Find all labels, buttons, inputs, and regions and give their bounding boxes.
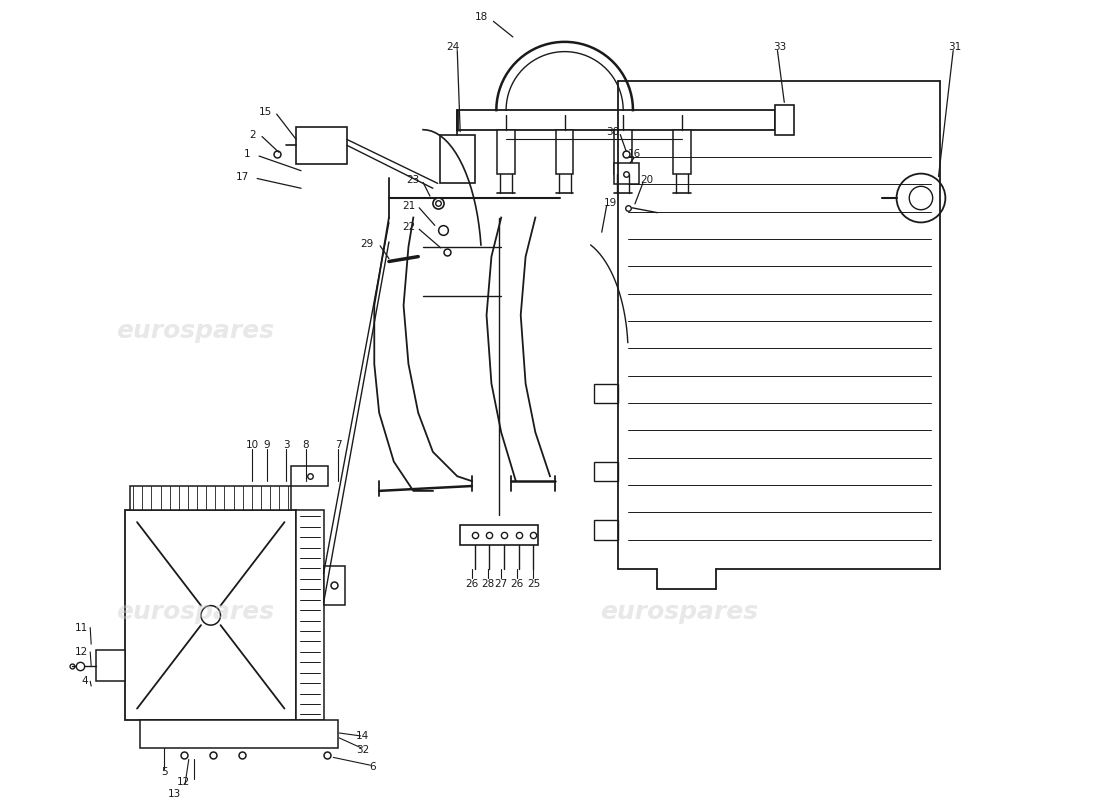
Text: 26: 26 bbox=[510, 578, 524, 589]
Text: eurospares: eurospares bbox=[600, 600, 758, 624]
Bar bbox=[774, 106, 794, 134]
Bar bbox=[458, 110, 774, 130]
Text: 7: 7 bbox=[334, 440, 341, 450]
Bar bbox=[440, 134, 475, 183]
Text: 11: 11 bbox=[75, 622, 88, 633]
Text: 25: 25 bbox=[527, 578, 540, 589]
Text: 12: 12 bbox=[177, 777, 190, 786]
Bar bbox=[125, 510, 296, 720]
Bar bbox=[296, 126, 346, 164]
Text: 5: 5 bbox=[161, 767, 167, 777]
Text: 23: 23 bbox=[407, 175, 420, 186]
Bar bbox=[460, 525, 538, 545]
Text: 14: 14 bbox=[356, 731, 370, 741]
Text: 9: 9 bbox=[264, 440, 271, 450]
Text: 12: 12 bbox=[75, 647, 88, 657]
Text: 18: 18 bbox=[475, 13, 488, 22]
Text: 16: 16 bbox=[627, 149, 640, 159]
Text: 28: 28 bbox=[481, 578, 494, 589]
Bar bbox=[130, 486, 292, 510]
Text: 26: 26 bbox=[465, 578, 478, 589]
Bar bbox=[594, 462, 618, 481]
Text: 21: 21 bbox=[402, 201, 415, 211]
Bar bbox=[615, 163, 639, 184]
Text: 29: 29 bbox=[360, 239, 373, 249]
Bar bbox=[323, 566, 345, 605]
Text: 17: 17 bbox=[235, 171, 249, 182]
Bar bbox=[594, 383, 618, 403]
Bar bbox=[556, 130, 573, 174]
Bar bbox=[615, 130, 632, 174]
Text: 33: 33 bbox=[773, 42, 786, 52]
Text: 30: 30 bbox=[606, 126, 619, 137]
Text: 31: 31 bbox=[948, 42, 961, 52]
Bar bbox=[594, 520, 618, 540]
Text: 2: 2 bbox=[249, 130, 255, 139]
Text: 27: 27 bbox=[495, 578, 508, 589]
Bar bbox=[296, 510, 323, 720]
Text: 19: 19 bbox=[604, 198, 617, 208]
Bar bbox=[497, 130, 515, 174]
Text: 22: 22 bbox=[402, 222, 415, 232]
Text: 32: 32 bbox=[356, 745, 370, 754]
Text: 8: 8 bbox=[302, 440, 309, 450]
Text: 13: 13 bbox=[167, 790, 180, 799]
Text: 3: 3 bbox=[283, 440, 289, 450]
Text: 10: 10 bbox=[245, 440, 258, 450]
Bar bbox=[96, 650, 125, 682]
Text: 20: 20 bbox=[640, 175, 653, 186]
Bar bbox=[673, 130, 691, 174]
Text: eurospares: eurospares bbox=[117, 600, 275, 624]
Bar bbox=[140, 720, 338, 748]
Text: 6: 6 bbox=[368, 762, 375, 772]
Text: 15: 15 bbox=[258, 107, 272, 117]
Text: 4: 4 bbox=[81, 676, 88, 686]
Text: eurospares: eurospares bbox=[117, 318, 275, 342]
Bar bbox=[292, 466, 329, 486]
Text: 1: 1 bbox=[244, 149, 251, 159]
Text: 24: 24 bbox=[446, 42, 459, 52]
